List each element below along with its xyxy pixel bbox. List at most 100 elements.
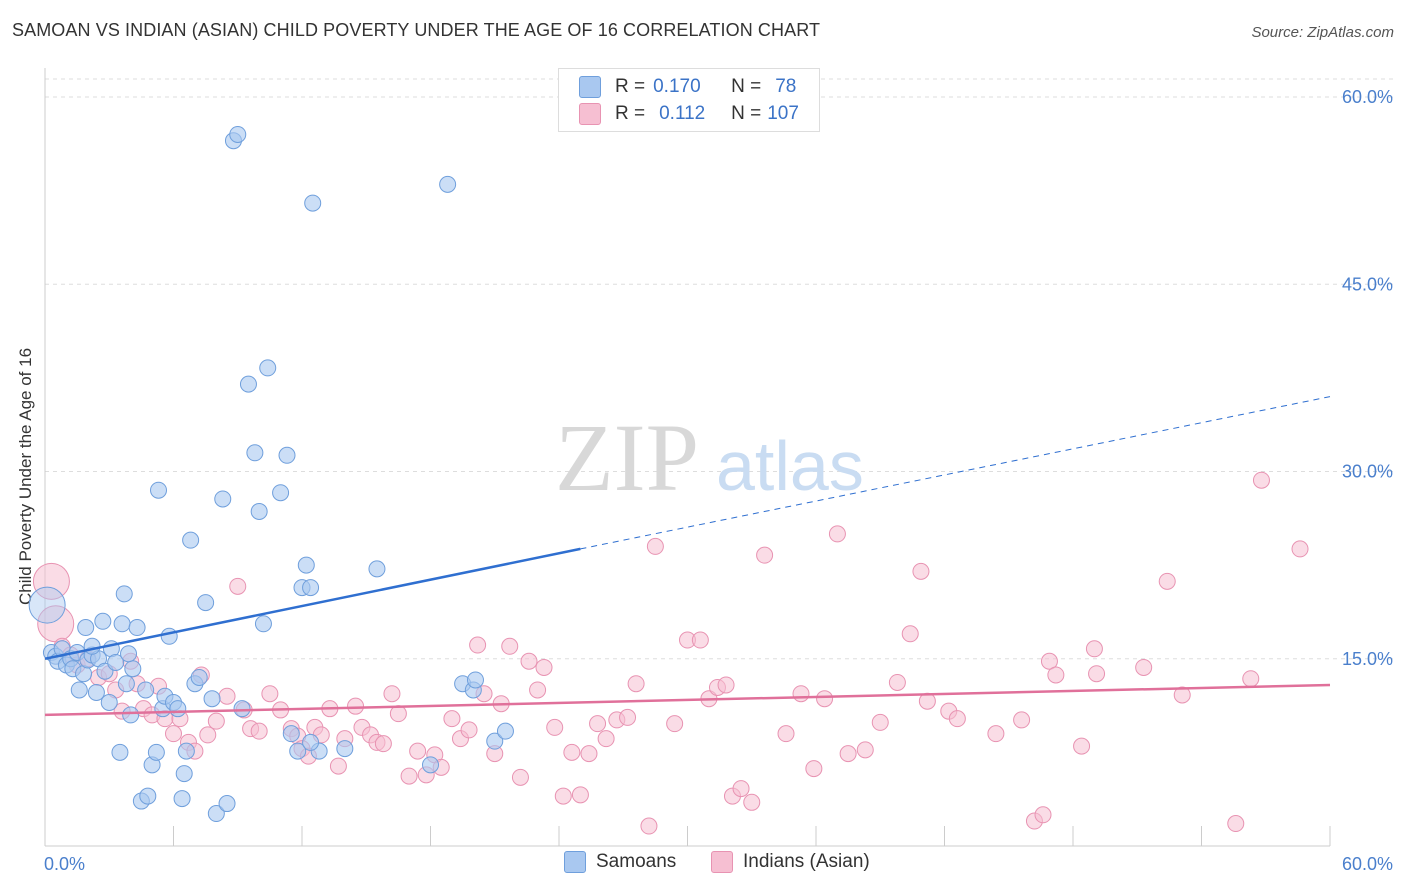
samoans-point [175,765,193,783]
samoans-point [160,627,178,645]
indians-point [805,760,823,778]
tick-labels: 15.0% 30.0% 45.0% 60.0% 0.0% 60.0% [44,87,1393,874]
indians-point [400,767,418,785]
samoans-points [28,125,514,823]
indians-swatch [579,103,601,125]
legend-r-label: R = [615,76,646,97]
indians-point [261,685,279,703]
indians-point [597,730,615,748]
indians-point [165,725,182,743]
indians-point [717,676,735,694]
indians-legend-label: Indians (Asian) [743,851,870,872]
y-tick-label-30: 30.0% [1342,462,1393,482]
samoans-legend-label: Samoans [596,851,677,872]
samoans-point [203,690,221,708]
indians-point [554,787,572,805]
indians-point [347,697,365,715]
indians-point [839,745,857,763]
source-label: Source: ZipAtlas.com [1251,24,1394,41]
samoans-point [190,668,208,686]
samoans-point [304,194,322,212]
indians-point [1034,806,1052,824]
samoans-legend-swatch [564,851,586,873]
indians-point [948,710,966,728]
indians-point [207,712,225,730]
legend-item-indians[interactable]: Indians (Asian) [711,851,870,873]
indians-point [1252,471,1270,489]
samoans-point [83,637,101,655]
indians-point [987,725,1005,743]
indians-point [469,636,487,654]
indians-point [520,652,538,670]
indians-points [32,471,1309,835]
samoans-point [182,531,200,549]
legend-n-label: N = [731,103,762,124]
samoans-point [239,375,257,393]
indians-point [501,637,519,655]
indians-point [571,786,589,804]
samoans-point [302,579,320,597]
watermark: ZIP atlas [555,404,864,511]
indians-point [409,742,427,760]
samoans-point [229,125,247,143]
indians-point [199,726,217,744]
correlation-legend: R = 0.170 N = 78 R = 0.112 N = 107 [558,68,820,132]
samoans-point [122,706,140,724]
samoans-point [117,675,135,693]
indians-point [1173,686,1191,704]
indians-point [229,577,247,595]
samoans-point [177,742,195,760]
indians-point [856,741,874,759]
indians-point [1085,640,1103,658]
samoans-swatch [579,76,601,98]
indians-point [32,562,70,600]
indians-point [732,780,750,798]
legend-row-samoans: R = 0.170 N = 78 [579,74,796,100]
samoans-point [218,795,236,813]
samoans-point [368,560,386,578]
samoans-point [173,790,191,808]
gridlines [45,78,1393,660]
y-tick-label-15: 15.0% [1342,649,1393,669]
samoans-point [128,619,146,637]
indians-point [389,705,407,723]
samoans-trend-line [44,547,581,660]
indians-point [871,713,889,731]
y-tick-label-45: 45.0% [1342,274,1393,294]
indians-point [619,708,637,726]
indians-point [563,743,581,761]
indians-point [1040,652,1058,670]
watermark-zip: ZIP [555,404,699,511]
samoans-point [70,681,88,699]
indians-point [627,675,645,693]
samoans-point [466,671,484,689]
indians-point [443,710,461,728]
legend-r-value: 0.170 [653,76,701,97]
indians-point [666,715,684,733]
samoans-point [124,660,142,678]
indians-point [901,625,919,643]
indians-point [589,715,607,733]
samoans-point [28,586,66,624]
indians-point [640,817,658,835]
indians-point [535,658,553,676]
samoans-point [214,490,232,508]
samoans-point [150,481,168,499]
samoans-point [233,700,251,718]
samoans-point [259,359,277,377]
samoans-point [336,740,354,758]
indians-point [756,546,774,564]
samoans-point [254,615,272,633]
indians-point [888,673,906,691]
axes [44,68,1331,847]
samoans-point [100,693,118,711]
samoans-point [486,732,504,750]
legend-item-samoans[interactable]: Samoans [564,851,676,873]
samoans-point [250,502,268,520]
indians-point [1227,815,1245,833]
indians-point [1088,665,1106,683]
indians-point [460,721,478,739]
indians-legend-swatch [711,851,733,873]
samoans-point [246,444,264,462]
